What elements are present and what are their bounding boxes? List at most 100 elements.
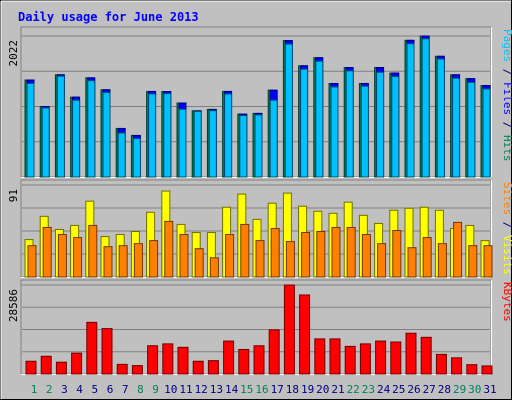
visits-sites-bar [194, 248, 204, 278]
hits-pages-bar [330, 86, 339, 178]
x-tick-label: 1 [31, 383, 38, 396]
visits-sites-bar [133, 243, 143, 278]
hits-pages-bar [284, 43, 293, 178]
kbytes-ymax-label: 28586 [7, 289, 20, 322]
x-tick-label: 12 [195, 383, 208, 396]
hits-pages-bar [345, 70, 354, 178]
x-tick-label: 20 [316, 383, 329, 396]
hits-pages-bar [239, 115, 248, 178]
visits-sites-bar [179, 234, 189, 278]
hits-pages-bar [300, 68, 309, 178]
visits-sites-bar [118, 245, 128, 278]
hits-pages-bar [254, 114, 263, 178]
kbytes-kbytes-bar [192, 360, 204, 375]
kbytes-kbytes-bar [344, 345, 356, 375]
visits-sites-bar [57, 234, 67, 278]
hits-pages-bar [193, 110, 202, 178]
visits-sites-bar [392, 229, 402, 278]
hits-pages-bar [56, 75, 65, 178]
visits-sites-bar [437, 243, 447, 278]
kbytes-kbytes-bar [299, 294, 311, 375]
kbytes-kbytes-bar [268, 329, 280, 375]
hits-pages-bar [452, 77, 461, 178]
legend-part: / [501, 215, 512, 235]
hits-ymax-label: 2022 [7, 40, 20, 67]
kbytes-kbytes-bar [314, 338, 326, 375]
legend-part: Sites [501, 182, 512, 215]
hits-pages-bar [163, 93, 172, 178]
hits-pages-bar [178, 108, 187, 178]
x-tick-label: 5 [91, 383, 98, 396]
visits-sites-bar [422, 237, 432, 278]
legend-part: KBytes [501, 282, 512, 322]
x-tick-label: 31 [483, 383, 496, 396]
visits-sites-bar [453, 221, 463, 278]
x-tick-label: 10 [164, 383, 177, 396]
visits-sites-bar [331, 226, 341, 278]
visits-ymax-label: 91 [7, 189, 20, 202]
legend-part: Pages [501, 29, 512, 62]
visits-sites-bar [209, 257, 219, 278]
x-tick-label: 18 [286, 383, 299, 396]
visits-sites-bar [468, 245, 478, 278]
visits-sites-bar [240, 223, 250, 278]
kbytes-kbytes-bar [55, 361, 67, 375]
x-tick-label: 7 [122, 383, 129, 396]
hits-pages-bar [87, 80, 96, 178]
x-tick-label: 4 [76, 383, 83, 396]
kbytes-kbytes-bar [420, 336, 432, 375]
visits-sites-bar [255, 240, 265, 278]
legend-part: / [501, 115, 512, 135]
x-tick-label: 15 [240, 383, 253, 396]
kbytes-kbytes-bar [40, 355, 52, 375]
kbytes-kbytes-bar [481, 365, 493, 375]
hits-pages-bar [132, 138, 141, 178]
kbytes-kbytes-bar [162, 343, 174, 375]
kbytes-kbytes-bar [283, 284, 295, 375]
kbytes-kbytes-bar [71, 352, 83, 375]
visits-sites-bar [407, 247, 417, 278]
kbytes-kbytes-bar [405, 332, 417, 375]
x-tick-label: 6 [107, 383, 114, 396]
kbytes-kbytes-bar [223, 340, 235, 375]
visits-sites-bar [316, 231, 326, 278]
kbytes-kbytes-bar [375, 340, 387, 375]
visits-sites-bar [346, 226, 356, 278]
kbytes-kbytes-bar [359, 343, 371, 375]
visits-sites-bar [149, 240, 159, 278]
hits-pages-bar [391, 76, 400, 178]
legend-part: Files [501, 82, 512, 115]
visits-sites-bar [164, 220, 174, 278]
kbytes-kbytes-bar [207, 360, 219, 375]
kbytes-kbytes-bar [177, 346, 189, 375]
hits-pages-bar [117, 132, 126, 178]
hits-pages-bar [482, 88, 491, 178]
x-tick-label: 22 [347, 383, 360, 396]
hits-pages-bar [406, 43, 415, 178]
kbytes-kbytes-bar [86, 321, 98, 375]
kbytes-kbytes-bar [451, 357, 463, 375]
x-tick-label: 21 [331, 383, 344, 396]
hits-pages-bar [208, 110, 217, 178]
hits-pages-bar [41, 107, 50, 178]
kbytes-kbytes-bar [238, 348, 250, 375]
hits-pages-bar [148, 93, 157, 178]
legend-part: Visits [501, 235, 512, 275]
hits-pages-bar [376, 71, 385, 178]
kbytes-kbytes-bar [329, 338, 341, 375]
x-tick-label: 26 [407, 383, 420, 396]
kbytes-kbytes-bar [466, 364, 478, 375]
hits-pages-bar [102, 92, 111, 178]
hits-pages-bar [269, 99, 278, 178]
hits-legend-label: Pages / Files / Hits [501, 29, 512, 162]
x-tick-label: 29 [453, 383, 466, 396]
x-tick-label: 13 [210, 383, 223, 396]
x-tick-label: 11 [179, 383, 192, 396]
visits-sites-bar [103, 246, 113, 278]
x-tick-label: 24 [377, 383, 391, 396]
x-tick-label: 17 [271, 383, 284, 396]
x-tick-label: 28 [438, 383, 451, 396]
x-tick-label: 2 [46, 383, 53, 396]
